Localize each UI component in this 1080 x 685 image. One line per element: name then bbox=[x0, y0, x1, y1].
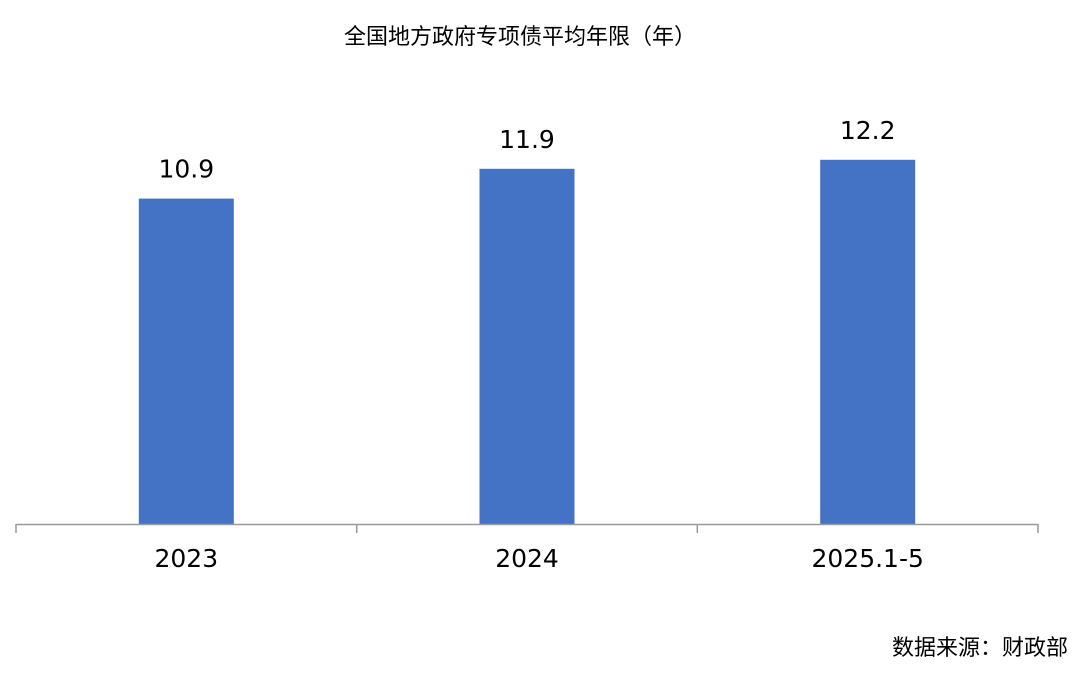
bar-2023 bbox=[138, 198, 234, 524]
source-note: 数据来源：财政部 bbox=[892, 636, 1068, 661]
value-label-2025.1-5: 12.2 bbox=[840, 116, 896, 145]
bars-layer bbox=[138, 159, 916, 525]
chart-title: 全国地方政府专项债平均年限（年） bbox=[344, 25, 696, 50]
x-tick-label-2024: 2024 bbox=[495, 544, 559, 573]
bar-2025.1-5 bbox=[820, 159, 916, 525]
value-labels-layer: 10.9 11.9 12.2 bbox=[158, 116, 895, 184]
bar-2024 bbox=[479, 168, 575, 525]
value-label-2023: 10.9 bbox=[158, 155, 214, 184]
x-tick-labels-layer: 2023 2024 2025.1-5 bbox=[154, 544, 923, 573]
x-axis bbox=[15, 523, 1039, 533]
value-label-2024: 11.9 bbox=[499, 125, 555, 154]
x-tick-label-2023: 2023 bbox=[154, 544, 218, 573]
x-tick-label-2025.1-5: 2025.1-5 bbox=[811, 544, 923, 573]
